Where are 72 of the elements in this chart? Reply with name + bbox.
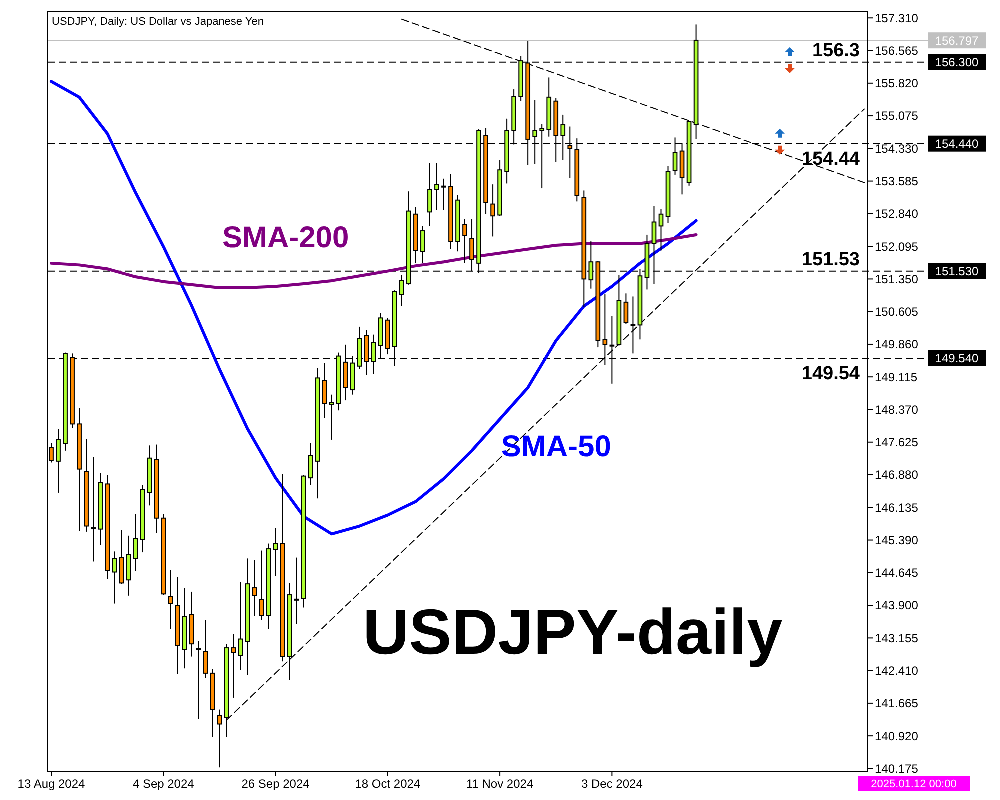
- candlestick: [420, 226, 426, 264]
- y-tick-label: 155.075: [875, 109, 919, 124]
- candlestick: [231, 634, 236, 698]
- candlestick: [434, 162, 440, 211]
- candlestick: [217, 709, 222, 768]
- series-label: SMA-50: [501, 430, 612, 464]
- y-tick-label: 146.880: [875, 468, 919, 482]
- series-label: SMA-200: [222, 222, 350, 255]
- x-tick-label: 18 Oct 2024: [355, 777, 421, 791]
- annotation: USDJPY-daily: [362, 596, 784, 668]
- ref-line-label: 151.530: [935, 264, 980, 279]
- candlestick: [400, 274, 404, 307]
- annotation: 156.3: [812, 40, 860, 62]
- y-tick-label: 152.840: [875, 207, 919, 222]
- candlestick: [133, 514, 138, 572]
- candlestick: [308, 442, 314, 486]
- candlestick: [203, 620, 208, 679]
- line-series: [50, 80, 698, 536]
- y-tick-label: 142.410: [875, 664, 919, 678]
- candlestick: [624, 293, 629, 325]
- candlestick: [196, 640, 202, 720]
- y-tick-label: 156.565: [875, 44, 919, 58]
- x-tick-label: 4 Sep 2024: [132, 777, 195, 791]
- candlestick: [238, 582, 244, 671]
- candlestick: [112, 551, 118, 604]
- y-tick-label: 148.370: [875, 402, 919, 417]
- y-tick-label: 154.330: [875, 142, 919, 156]
- ref-line-label: 149.540: [935, 352, 980, 366]
- text: 2025.01.12 00:00: [871, 778, 957, 790]
- x-tick-label: 11 Nov 2024: [466, 777, 534, 791]
- ref-line-label: 156.797: [935, 34, 980, 48]
- y-tick-label: 150.605: [875, 305, 919, 320]
- y-tick-label: 149.115: [875, 370, 918, 384]
- y-tick-label: 140.920: [875, 729, 919, 744]
- candlestick: [91, 456, 96, 562]
- candlestick: [490, 184, 496, 238]
- candlestick: [462, 218, 468, 264]
- y-tick-label: 146.135: [875, 500, 919, 515]
- y-tick-label: 141.665: [875, 696, 919, 711]
- candlestick: [168, 570, 174, 630]
- candlestick: [259, 550, 264, 621]
- y-tick-label: 143.155: [875, 631, 919, 646]
- y-tick-label: 153.585: [875, 174, 919, 189]
- candlestick: [658, 208, 664, 252]
- y-tick-label: 147.625: [875, 436, 919, 450]
- candlestick: [428, 162, 432, 227]
- y-tick-label: 145.390: [875, 533, 919, 548]
- annotation: 149.54: [802, 363, 860, 384]
- candlestick: [273, 528, 278, 577]
- candlestick: [329, 394, 334, 440]
- x-tick-label: 3 Dec 2024: [581, 777, 644, 791]
- y-tick-label: 151.350: [875, 272, 919, 286]
- y-tick-label: 143.900: [875, 598, 919, 613]
- chart-title: USDJPY, Daily: US Dollar vs Japanese Yen: [52, 16, 264, 28]
- y-tick-label: 155.820: [875, 76, 919, 91]
- x-tick-label: 13 Aug 2024: [18, 777, 86, 791]
- ref-line-label: 156.300: [935, 56, 980, 70]
- annotation: 151.53: [802, 249, 860, 270]
- x-tick-label: 26 Sep 2024: [242, 777, 310, 791]
- candlestick: [252, 560, 258, 617]
- y-tick-label: 152.095: [875, 240, 919, 254]
- candlestick: [294, 557, 300, 625]
- candlestick: [630, 296, 636, 354]
- y-tick-label: 157.310: [875, 11, 919, 26]
- y-tick-label: 144.645: [875, 566, 919, 580]
- y-tick-label: 149.860: [875, 338, 919, 352]
- candlestick: [56, 428, 61, 494]
- candlestick: [322, 362, 328, 419]
- y-tick-label: 140.175: [875, 762, 919, 776]
- ref-line-label: 154.440: [935, 137, 980, 152]
- annotation: 154.44: [802, 148, 860, 170]
- candlestick: [442, 178, 446, 211]
